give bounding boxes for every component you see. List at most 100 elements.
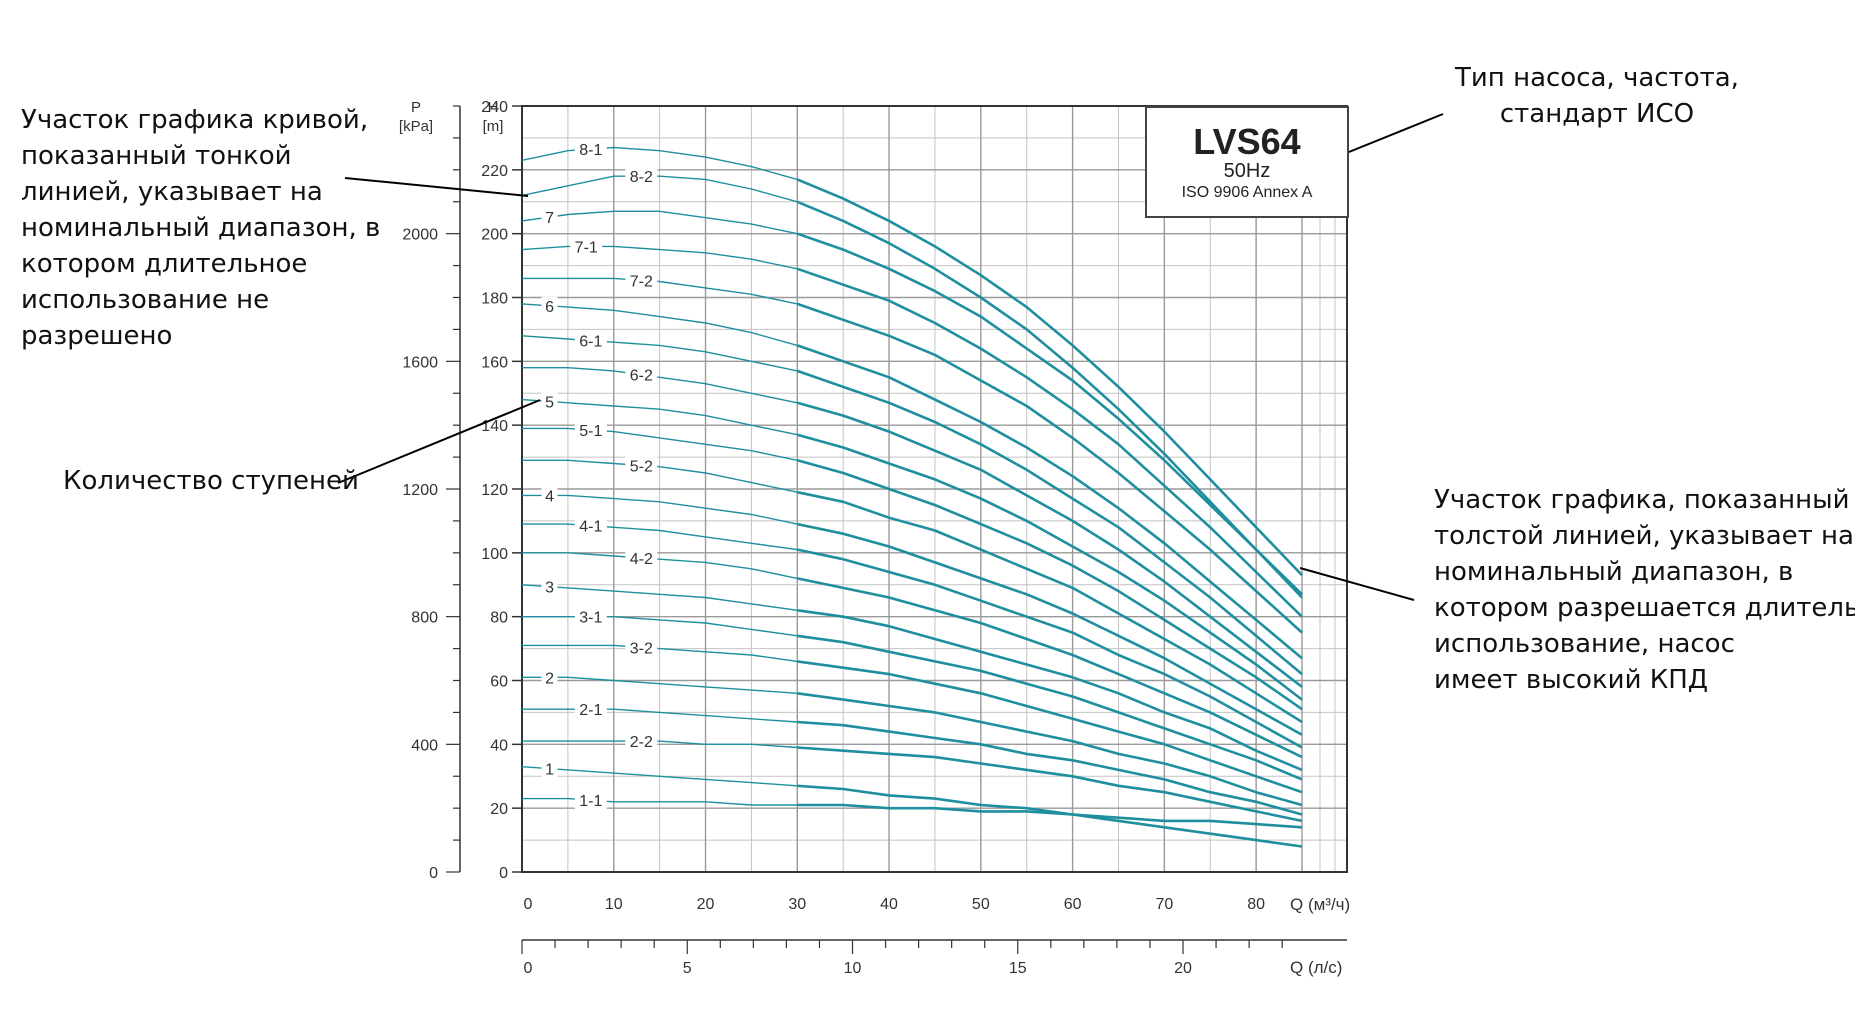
h-axis-title: H bbox=[488, 99, 499, 116]
curve-label-bg bbox=[574, 140, 607, 159]
curve-label-4-2: 4-2 bbox=[630, 551, 653, 568]
curve-label-6-1: 6-1 bbox=[579, 334, 602, 351]
curve-thin-8-2 bbox=[521, 175, 798, 203]
curve-thick-8-1 bbox=[796, 178, 1303, 577]
p-tick-label: 2000 bbox=[402, 227, 438, 244]
annotation-line: имеет высокий КПД bbox=[1434, 665, 1709, 695]
curve-thick-3-2 bbox=[797, 660, 1303, 794]
curve-label-bg bbox=[541, 296, 558, 315]
h-tick-label: 20 bbox=[490, 801, 508, 818]
curve-label-5: 5 bbox=[545, 395, 554, 412]
annotation-line: Количество ступеней bbox=[63, 466, 359, 496]
h-tick-label: 180 bbox=[481, 291, 508, 308]
curve-thin-5-2 bbox=[522, 459, 798, 493]
annotation-line: номинальный диапазон, в bbox=[1434, 557, 1794, 587]
curve-thin-6 bbox=[521, 303, 798, 347]
q-tick-label: 60 bbox=[1064, 896, 1082, 913]
p-tick-label: 1200 bbox=[402, 482, 438, 499]
h-tick-label: 240 bbox=[481, 99, 508, 116]
annotation-line: стандарт ИСО bbox=[1499, 99, 1695, 129]
p-axis-title: P bbox=[411, 99, 421, 116]
annotation-line: Участок графика, показанный bbox=[1434, 485, 1850, 515]
p-tick-label: 800 bbox=[411, 610, 438, 627]
curve-label-2-1: 2-1 bbox=[579, 702, 602, 719]
curve-thin-5-1 bbox=[522, 427, 798, 461]
h-tick-label: 0 bbox=[499, 865, 508, 882]
q-tick-label: 30 bbox=[788, 896, 806, 913]
p-axis-unit: [kPa] bbox=[399, 118, 433, 135]
curve-thick-8-2 bbox=[796, 200, 1303, 599]
curve-thin-2 bbox=[522, 676, 798, 694]
curve-label-bg bbox=[625, 271, 658, 290]
curve-thick-1-1 bbox=[797, 803, 1303, 829]
curve-label-1: 1 bbox=[545, 762, 554, 779]
annotation-leader-line bbox=[337, 399, 541, 484]
curve-thick-7-1 bbox=[796, 267, 1303, 618]
curve-thick-2-2 bbox=[797, 746, 1303, 823]
q-tick-label: 70 bbox=[1155, 896, 1173, 913]
q-axis-title: Q (м³/ч) bbox=[1290, 895, 1350, 914]
annotation-line: Тип насоса, частота, bbox=[1455, 63, 1739, 93]
annotation-line: котором длительное bbox=[21, 249, 308, 279]
curve-thin-7-2 bbox=[522, 277, 798, 305]
curve-thick-5-1 bbox=[796, 459, 1303, 711]
curve-thick-5-2 bbox=[797, 490, 1303, 724]
annotation-line: номинальный диапазон, в bbox=[21, 213, 381, 243]
h-tick-label: 40 bbox=[490, 737, 508, 754]
curve-label-8-1: 8-1 bbox=[579, 142, 602, 159]
q-tick-label: 50 bbox=[972, 896, 990, 913]
curve-thin-2-2 bbox=[522, 740, 798, 749]
curve-label-bg bbox=[625, 456, 658, 475]
annotation-line: разрешено bbox=[21, 321, 173, 351]
h-axis-unit: [m] bbox=[483, 118, 504, 135]
frequency-label: 50Hz bbox=[1223, 160, 1271, 182]
curve-label-bg bbox=[574, 516, 607, 535]
curve-label-2: 2 bbox=[545, 670, 554, 687]
curve-thick-4 bbox=[797, 522, 1303, 736]
annotation-line: Участок графика кривой, bbox=[21, 105, 369, 135]
curve-thin-4-2 bbox=[522, 552, 798, 580]
pump-model-title: LVS64 bbox=[1193, 121, 1301, 162]
curve-label-1-1: 1-1 bbox=[579, 793, 602, 810]
annotation-leaders bbox=[337, 113, 1444, 601]
curve-labels: 8-1 8-2 7 7-1 7-2 6 6-1 6-2 5 5-1 5-2 4 4-1 4-2 3 3-1 3-… bbox=[541, 140, 658, 810]
curve-thick-4-2 bbox=[797, 577, 1303, 759]
p-tick-label: 400 bbox=[411, 737, 438, 754]
curve-label-bg bbox=[574, 791, 607, 810]
curve-label-7: 7 bbox=[545, 210, 554, 227]
annotation-line: линией, указывает на bbox=[21, 177, 323, 207]
curve-label-3-2: 3-2 bbox=[630, 640, 653, 657]
curve-label-bg bbox=[541, 668, 558, 687]
annotation-line: толстой линией, указывает на bbox=[1434, 521, 1854, 551]
h-tick-label: 200 bbox=[481, 227, 508, 244]
q-tick-label: 40 bbox=[880, 896, 898, 913]
curve-thin-5 bbox=[521, 398, 798, 436]
curve-thick-2-1 bbox=[797, 720, 1303, 816]
curve-thick-6 bbox=[796, 344, 1303, 660]
curve-thin-3-1 bbox=[522, 616, 798, 637]
curve-thick-5 bbox=[796, 433, 1303, 701]
curve-label-bg bbox=[570, 237, 603, 256]
annotation-line: котором разрешается длительное bbox=[1434, 593, 1855, 623]
curve-thin-4-1 bbox=[522, 523, 798, 551]
h-tick-label: 100 bbox=[481, 546, 508, 563]
curve-thin-6-1 bbox=[521, 335, 798, 372]
curve-label-bg bbox=[574, 331, 607, 350]
curve-thin-8-1 bbox=[521, 146, 798, 181]
curve-label-7-2: 7-2 bbox=[630, 273, 653, 290]
q-tick-label: 80 bbox=[1247, 896, 1265, 913]
annotation-line: показанный тонкой bbox=[21, 141, 292, 171]
curve-label-bg bbox=[625, 167, 658, 186]
curve-thin-2-1 bbox=[522, 708, 798, 723]
curve-thick-4-1 bbox=[797, 548, 1303, 749]
lps-tick-label: 0 bbox=[524, 960, 533, 977]
q-tick-label: 0 bbox=[524, 896, 533, 913]
curve-thin-4 bbox=[522, 494, 798, 525]
curve-label-bg bbox=[541, 577, 558, 596]
curve-label-3-1: 3-1 bbox=[579, 610, 602, 627]
curve-label-bg bbox=[574, 700, 607, 719]
iso-standard-label: ISO 9906 Annex A bbox=[1181, 184, 1313, 201]
curve-thin-3 bbox=[521, 584, 798, 611]
curve-thick-6-1 bbox=[796, 369, 1303, 676]
curve-label-bg bbox=[574, 607, 607, 626]
